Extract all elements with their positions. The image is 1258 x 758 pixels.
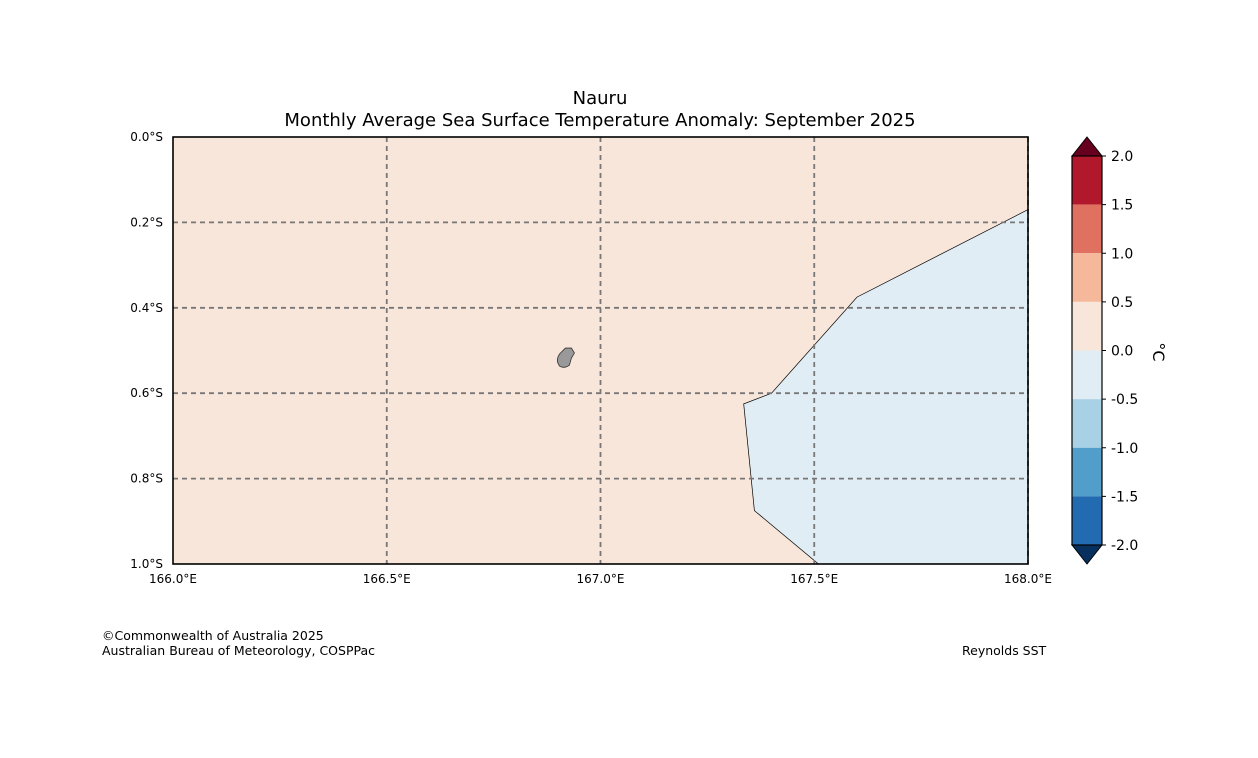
copyright-text: ©Commonwealth of Australia 2025 [102, 628, 324, 643]
colorbar-bin [1072, 301, 1102, 351]
lon-tick-label: 166.5°E [363, 572, 411, 586]
nauru-island [556, 347, 575, 368]
colorbar-unit-label: °C [1149, 342, 1168, 361]
colorbar-bin [1072, 496, 1102, 545]
colorbar-tick-label: -1.0 [1111, 441, 1138, 457]
agency-text: Australian Bureau of Meteorology, COSPPa… [102, 643, 375, 658]
lon-tick-label: 167.5°E [790, 572, 838, 586]
lat-tick-label: 0.8°S [130, 472, 163, 486]
colorbar-bin [1072, 204, 1102, 254]
dataset-text: Reynolds SST [962, 643, 1047, 658]
colorbar-tick-label: 1.5 [1111, 198, 1133, 214]
lon-tick-label: 168.0°E [1004, 572, 1052, 586]
colorbar-tick-label: 1.0 [1111, 246, 1133, 262]
colorbar-tick-label: -2.0 [1111, 538, 1138, 554]
colorbar-tick-label: 2.0 [1111, 149, 1133, 165]
lat-tick-label: 0.4°S [130, 301, 163, 315]
map-frame [172, 136, 1029, 565]
lon-tick-label: 167.0°E [577, 572, 625, 586]
lat-tick-label: 0.6°S [130, 386, 163, 400]
colorbar-tick-label: 0.0 [1111, 344, 1133, 360]
colorbar-over-arrow [1070, 136, 1104, 157]
colorbar-bin [1072, 350, 1102, 400]
colorbar-under-arrow [1070, 544, 1104, 565]
map-subtitle: Monthly Average Sea Surface Temperature … [284, 110, 916, 131]
map-title: Nauru [572, 88, 628, 109]
lat-tick-label: 0.0°S [130, 130, 163, 144]
colorbar-bin [1072, 399, 1102, 448]
lat-tick-label: 0.2°S [130, 215, 163, 229]
colorbar-bin [1072, 156, 1102, 205]
lon-tick-label: 166.0°E [149, 572, 197, 586]
colorbar-tick-label: -0.5 [1111, 392, 1138, 408]
lat-tick-label: 1.0°S [130, 557, 163, 571]
colorbar-tick-label: -1.5 [1111, 489, 1138, 505]
colorbar-tick-label: 0.5 [1111, 295, 1133, 311]
colorbar-bin [1072, 253, 1102, 302]
colorbar-bin [1072, 447, 1102, 497]
